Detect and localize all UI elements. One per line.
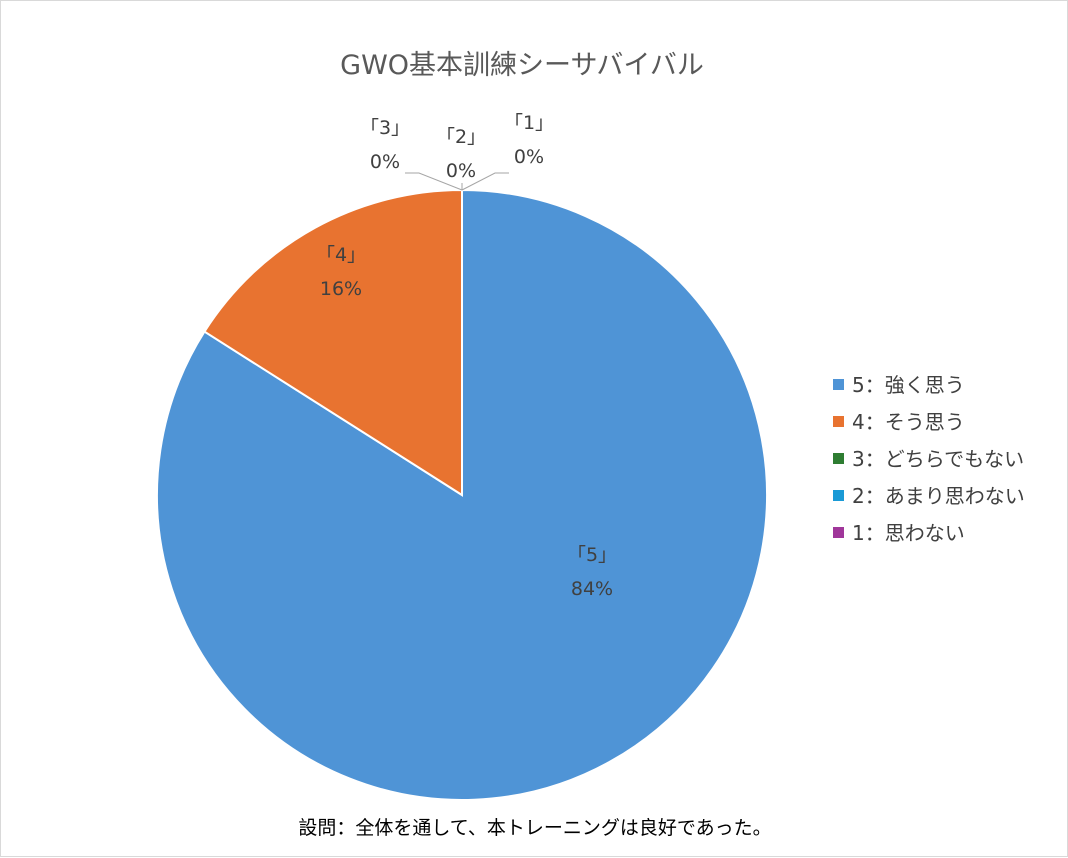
leader-line — [461, 172, 509, 191]
data-label-percent: 0% — [370, 151, 400, 173]
legend-swatch — [833, 527, 844, 538]
data-label-percent: 84% — [571, 578, 613, 600]
data-label-category: 「2」 — [436, 126, 486, 148]
pie-slice-4 — [203, 188, 463, 497]
data-label-percent: 16% — [320, 278, 362, 300]
data-label-category: 「5」 — [567, 544, 617, 566]
data-label-category: 「1」 — [504, 112, 554, 134]
data-label-category: 「4」 — [316, 244, 366, 266]
legend-swatch — [833, 453, 844, 464]
legend-swatch — [833, 416, 844, 427]
legend-label: 1：思わない — [852, 521, 965, 545]
legend: 5：強く思う 4：そう思う 3：どちらでもない 2：あまり思わない 1：思わない — [833, 373, 1025, 545]
legend-label: 2：あまり思わない — [852, 484, 1025, 508]
legend-label: 3：どちらでもない — [852, 447, 1024, 471]
data-label-category: 「3」 — [360, 117, 410, 139]
legend-swatch — [833, 379, 844, 390]
leader-line — [405, 172, 463, 191]
data-label-percent: 0% — [514, 146, 544, 168]
legend-swatch — [833, 490, 844, 501]
chart-title: GWO基本訓練シーサバイバル — [340, 50, 704, 81]
legend-label: 4：そう思う — [852, 410, 965, 434]
data-label-percent: 0% — [446, 160, 476, 182]
legend-label: 5：強く思う — [852, 373, 965, 397]
question-caption: 設問：全体を通して、本トレーニングは良好であった。 — [298, 817, 772, 839]
